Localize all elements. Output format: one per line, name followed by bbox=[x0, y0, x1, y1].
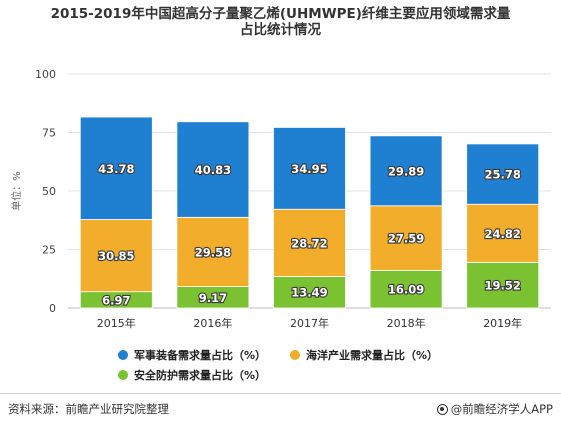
legend-label-military: 军事装备需求量占比（%） bbox=[134, 349, 267, 362]
legend-swatch-marine bbox=[290, 350, 300, 360]
bar-segment bbox=[273, 208, 346, 277]
data-label: 29.58 bbox=[195, 245, 231, 259]
data-label: 25.78 bbox=[485, 168, 521, 182]
data-label: 19.52 bbox=[485, 279, 521, 293]
data-label: 27.59 bbox=[388, 232, 424, 246]
bar-segment bbox=[273, 127, 346, 210]
data-label: 16.09 bbox=[388, 283, 424, 297]
y-tick-label: 50 bbox=[42, 185, 56, 198]
chart-title-line-2: 占比统计情况 bbox=[240, 22, 321, 38]
x-tick-label: 2016年 bbox=[193, 316, 232, 330]
bar-segment bbox=[369, 205, 443, 271]
bar-segment bbox=[369, 135, 443, 207]
y-tick-label: 75 bbox=[42, 127, 56, 140]
data-label: 24.82 bbox=[485, 227, 521, 241]
bar-segment bbox=[79, 116, 153, 220]
x-tick-label: 2018年 bbox=[387, 316, 426, 330]
bar-segment bbox=[369, 269, 443, 309]
data-label: 34.95 bbox=[291, 162, 327, 176]
legend-swatch-safety bbox=[118, 370, 128, 380]
chart-title-line-1: 2015-2019年中国超高分子量聚乙烯(UHMWPE)纤维主要应用领域需求量 bbox=[50, 6, 511, 22]
data-label: 28.72 bbox=[291, 236, 327, 250]
y-axis-label: 单位：% bbox=[10, 171, 23, 211]
footer-divider bbox=[0, 393, 561, 394]
bar-segment bbox=[466, 203, 540, 263]
bar-segment bbox=[273, 276, 346, 309]
bar-segment bbox=[176, 121, 250, 218]
data-label: 9.17 bbox=[199, 291, 227, 305]
y-tick-label: 25 bbox=[42, 244, 56, 257]
x-tick-label: 2017年 bbox=[290, 316, 329, 330]
data-label: 13.49 bbox=[291, 286, 327, 300]
legend-label-safety: 安全防护需求量占比（%） bbox=[134, 369, 267, 382]
chart-title: 2015-2019年中国超高分子量聚乙烯(UHMWPE)纤维主要应用领域需求量 … bbox=[0, 6, 561, 38]
data-label: 6.97 bbox=[102, 293, 130, 307]
legend-swatch-military bbox=[118, 350, 128, 360]
legend-item-marine: 海洋产业需求量占比（%） bbox=[290, 347, 438, 363]
y-tick-label: 0 bbox=[49, 302, 56, 315]
legend-item-military: 军事装备需求量占比（%） bbox=[118, 347, 266, 363]
bar-segment bbox=[79, 219, 153, 293]
brand-logo-icon bbox=[436, 403, 448, 415]
data-label: 30.85 bbox=[98, 249, 134, 263]
source-note: 资料来源：前瞻产业研究院整理 bbox=[8, 402, 169, 416]
bar-segment bbox=[466, 261, 540, 309]
data-label: 43.78 bbox=[98, 162, 134, 176]
legend-label-marine: 海洋产业需求量占比（%） bbox=[306, 349, 439, 362]
brand-credit: @前瞻经济学人APP bbox=[436, 401, 553, 417]
bar-segment bbox=[176, 216, 250, 287]
brand-credit-text: @前瞻经济学人APP bbox=[450, 402, 553, 416]
bar-segment bbox=[466, 143, 540, 205]
data-label: 40.83 bbox=[195, 163, 231, 177]
legend-item-safety: 安全防护需求量占比（%） bbox=[118, 367, 266, 383]
x-tick-label: 2019年 bbox=[483, 316, 522, 330]
x-tick-label: 2015年 bbox=[97, 316, 136, 330]
data-label: 29.89 bbox=[388, 164, 424, 178]
y-tick-label: 100 bbox=[35, 68, 56, 81]
